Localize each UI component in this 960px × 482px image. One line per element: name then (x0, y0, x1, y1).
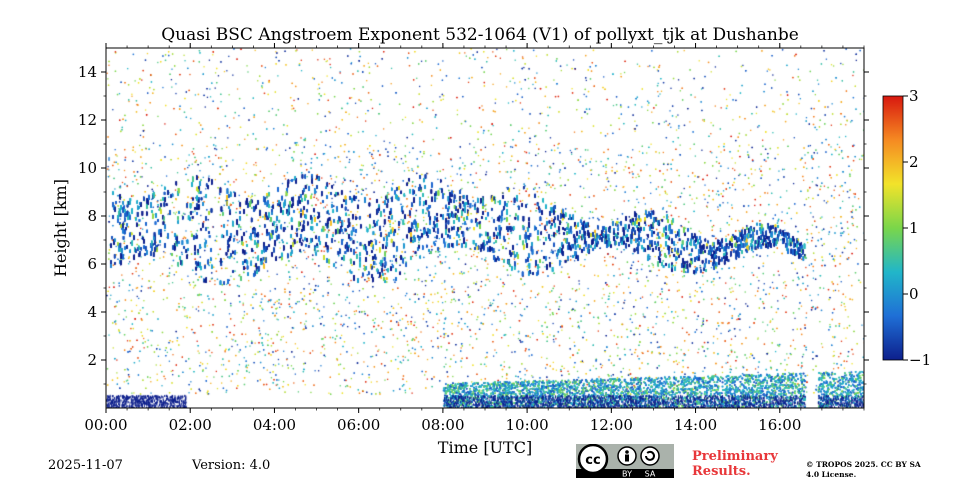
heatmap-layer (106, 48, 864, 408)
colorbar (882, 95, 904, 361)
y-tick-label: 6 (87, 255, 97, 273)
x-tick-label: 08:00 (421, 416, 464, 434)
x-axis: 00:00 02:00 04:00 06:00 08:00 10:00 12:00 14:00… (84, 43, 865, 434)
x-tick-label: 04:00 (253, 416, 296, 434)
version-label: Version: 4.0 (192, 458, 271, 473)
preliminary-results-label: Preliminary Results. (692, 449, 778, 479)
x-tick-label: 10:00 (505, 416, 548, 434)
y-axis-label: Height [km] (51, 179, 70, 277)
y-tick-label: 2 (87, 351, 97, 369)
heatmap-image (106, 48, 864, 408)
y-tick-label: 10 (78, 159, 97, 177)
y-tick-label: 12 (78, 111, 97, 129)
x-tick-label: 00:00 (84, 416, 127, 434)
x-tick-label: 02:00 (169, 416, 212, 434)
by-text: BY (622, 470, 632, 479)
x-tick-label: 14:00 (674, 416, 717, 434)
cc-license-badge: cc BY SA (576, 443, 674, 479)
colorbar-tick-label: 2 (909, 153, 919, 171)
colorbar-tick-label: 1 (909, 219, 919, 237)
y-tick-label: 14 (78, 63, 97, 81)
y-axis: 2 4 6 8 10 12 14 (78, 63, 869, 385)
x-tick-label: 16:00 (758, 416, 801, 434)
colorbar-tick-label: 0 (909, 285, 919, 303)
share-alike-icon (640, 446, 660, 466)
copyright-label: © TROPOS 2025. CC BY SA 4.0 License. (806, 460, 921, 479)
cc-text: cc (585, 453, 600, 468)
colorbar-tick-label: 3 (909, 87, 919, 105)
y-tick-label: 4 (87, 303, 97, 321)
chart-title: Quasi BSC Angstroem Exponent 532-1064 (V… (161, 25, 799, 45)
colorbar-tick-label: −1 (909, 351, 931, 369)
y-tick-label: 8 (87, 207, 97, 225)
x-tick-label: 12:00 (590, 416, 633, 434)
sa-text: SA (645, 470, 656, 479)
colorbar-ticks: −1 0 1 2 3 (903, 87, 931, 369)
x-axis-label: Time [UTC] (438, 438, 532, 457)
date-label: 2025-11-07 (48, 458, 123, 473)
x-tick-label: 06:00 (337, 416, 380, 434)
